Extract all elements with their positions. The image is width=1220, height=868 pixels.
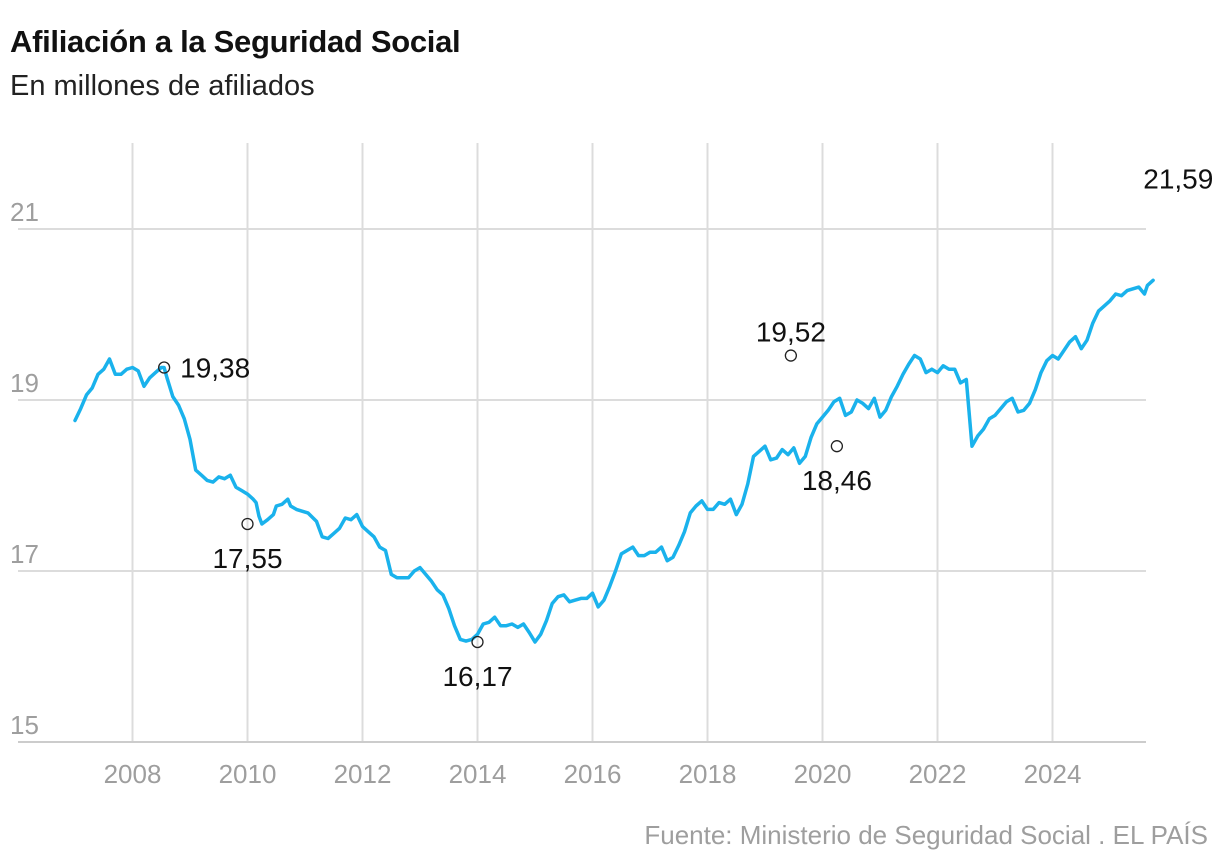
series-line (73, 278, 1155, 644)
annotation-label: 19,38 (180, 353, 250, 384)
annotation-label: 18,46 (802, 465, 872, 496)
annotation-marker (241, 517, 254, 531)
annotations: 19,38 17,55 16,17 19,52 18,46 21,59 (157, 164, 1213, 692)
annotation-label: 19,52 (756, 317, 826, 348)
x-tick-label: 2008 (104, 759, 162, 789)
x-tick-label: 2012 (334, 759, 392, 789)
annotation-marker (830, 440, 844, 453)
annotation-marker (157, 361, 171, 374)
x-tick-label: 2014 (449, 759, 507, 789)
chart-title: Afiliación a la Seguridad Social (10, 24, 461, 59)
annotation-label: 17,55 (212, 543, 282, 574)
x-tick-label: 2018 (679, 759, 737, 789)
y-tick-label: 17 (10, 539, 39, 569)
annotation-marker (471, 635, 484, 649)
x-tick-label: 2022 (909, 759, 967, 789)
x-tick-label: 2016 (564, 759, 622, 789)
y-tick-label: 19 (10, 368, 39, 398)
grid (18, 143, 1146, 743)
axes: 2008 2010 2012 2014 2016 2018 2020 2022 2024 15 17… (10, 197, 1146, 789)
x-tick-label: 2010 (219, 759, 277, 789)
chart-subtitle: En millones de afiliados (10, 70, 315, 102)
y-tick-label: 21 (10, 197, 39, 227)
annotation-label: 21,59 (1143, 164, 1213, 195)
x-tick-label: 2024 (1024, 759, 1082, 789)
y-tick-label: 15 (10, 710, 39, 740)
x-tick-label: 2020 (794, 759, 852, 789)
annotation-marker (784, 349, 798, 362)
annotation-label: 16,17 (442, 661, 512, 692)
series (73, 278, 1155, 644)
source-note: Fuente: Ministerio de Seguridad Social .… (644, 820, 1208, 850)
